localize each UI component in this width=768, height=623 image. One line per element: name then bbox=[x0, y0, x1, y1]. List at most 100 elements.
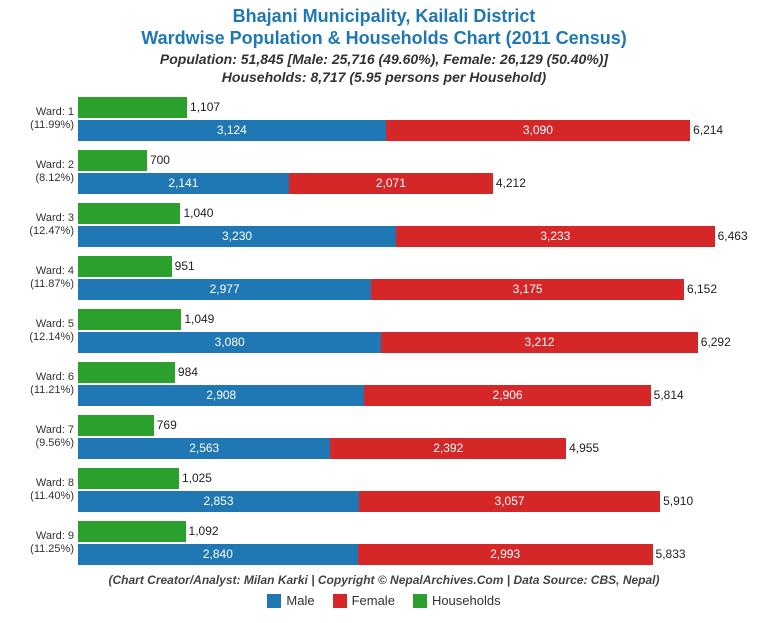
households-value: 1,025 bbox=[179, 471, 212, 485]
population-bar-line: 2,1412,0714,212 bbox=[78, 173, 752, 194]
legend-swatch-households bbox=[413, 594, 427, 608]
total-value: 6,214 bbox=[690, 123, 723, 137]
ward-pct: (11.25%) bbox=[16, 543, 74, 556]
ward-name: Ward: 2 bbox=[16, 159, 74, 172]
male-segment: 2,563 bbox=[78, 438, 330, 459]
population-stack: 3,2303,233 bbox=[78, 226, 715, 247]
chart-rows: Ward: 1(11.99%)1,1073,1243,0906,214Ward:… bbox=[10, 94, 758, 567]
subtitle-line-2: Households: 8,717 (5.95 persons per Hous… bbox=[10, 69, 758, 87]
total-value: 5,814 bbox=[651, 388, 684, 402]
bars-column: 1,092 2,8402,9935,833 bbox=[78, 518, 752, 567]
ward-pct: (11.40%) bbox=[16, 490, 74, 503]
population-bar-line: 2,8402,9935,833 bbox=[78, 544, 752, 565]
legend-item-households: Households bbox=[413, 593, 501, 608]
total-value: 5,910 bbox=[660, 494, 693, 508]
male-segment: 2,840 bbox=[78, 544, 358, 565]
title-line-2: Wardwise Population & Households Chart (… bbox=[10, 28, 758, 50]
households-value: 700 bbox=[147, 153, 170, 167]
male-segment: 2,853 bbox=[78, 491, 359, 512]
chart-title: Bhajani Municipality, Kailali District W… bbox=[10, 6, 758, 49]
ward-row: Ward: 3(12.47%) 1,040 3,2303,2336,463 bbox=[16, 200, 752, 249]
ward-row: Ward: 7(9.56%) 769 2,5632,3924,955 bbox=[16, 412, 752, 461]
bars-column: 1,107 3,1243,0906,214 bbox=[78, 94, 752, 143]
households-value: 1,092 bbox=[186, 524, 219, 538]
population-stack: 2,9082,906 bbox=[78, 385, 651, 406]
ward-name: Ward: 3 bbox=[16, 212, 74, 225]
households-value: 769 bbox=[154, 418, 177, 432]
ward-pct: (11.99%) bbox=[16, 119, 74, 132]
bars-column: 951 2,9773,1756,152 bbox=[78, 253, 752, 302]
ward-name: Ward: 8 bbox=[16, 477, 74, 490]
ward-row: Ward: 4(11.87%) 951 2,9773,1756,152 bbox=[16, 253, 752, 302]
population-stack: 2,9773,175 bbox=[78, 279, 684, 300]
households-bar bbox=[78, 256, 172, 277]
households-bar-line: 700 bbox=[78, 150, 752, 171]
households-bar-line: 1,107 bbox=[78, 97, 752, 118]
subtitle-line-1: Population: 51,845 [Male: 25,716 (49.60%… bbox=[10, 51, 758, 69]
female-segment: 3,233 bbox=[396, 226, 714, 247]
ward-label: Ward: 1(11.99%) bbox=[16, 94, 78, 143]
population-chart: Bhajani Municipality, Kailali District W… bbox=[0, 0, 768, 623]
ward-pct: (12.14%) bbox=[16, 331, 74, 344]
male-segment: 3,080 bbox=[78, 332, 381, 353]
bars-column: 1,0493,0803,2126,292 bbox=[78, 306, 752, 355]
female-segment: 2,993 bbox=[358, 544, 653, 565]
households-bar bbox=[78, 362, 175, 383]
households-bar bbox=[78, 97, 187, 118]
legend-swatch-male bbox=[267, 594, 281, 608]
households-value: 951 bbox=[172, 259, 195, 273]
total-value: 6,463 bbox=[715, 229, 748, 243]
male-segment: 3,124 bbox=[78, 120, 386, 141]
households-bar-line: 1,049 bbox=[78, 309, 752, 330]
households-bar-line: 1,025 bbox=[78, 468, 752, 489]
ward-row: Ward: 1(11.99%) 1,107 3,1243,0906,214 bbox=[16, 94, 752, 143]
households-value: 1,107 bbox=[187, 100, 220, 114]
total-value: 6,292 bbox=[698, 335, 731, 349]
ward-name: Ward: 7 bbox=[16, 424, 74, 437]
total-value: 5,833 bbox=[653, 547, 686, 561]
households-bar bbox=[78, 150, 147, 171]
households-value: 984 bbox=[175, 365, 198, 379]
households-bar bbox=[78, 468, 179, 489]
female-segment: 3,212 bbox=[381, 332, 697, 353]
ward-label: Ward: 4(11.87%) bbox=[16, 253, 78, 302]
legend: Male Female Households bbox=[10, 593, 758, 608]
ward-pct: (12.47%) bbox=[16, 225, 74, 238]
households-bar bbox=[78, 203, 180, 224]
population-stack: 2,5632,392 bbox=[78, 438, 566, 459]
legend-item-female: Female bbox=[333, 593, 395, 608]
population-stack: 2,8402,993 bbox=[78, 544, 653, 565]
total-value: 6,152 bbox=[684, 282, 717, 296]
ward-row: Ward: 9(11.25%)1,0922,8402,9935,833 bbox=[16, 518, 752, 567]
male-segment: 2,977 bbox=[78, 279, 371, 300]
population-stack: 3,0803,212 bbox=[78, 332, 698, 353]
bars-column: 1,025 2,8533,0575,910 bbox=[78, 465, 752, 514]
population-bar-line: 3,2303,2336,463 bbox=[78, 226, 752, 247]
ward-label: Ward: 8(11.40%) bbox=[16, 465, 78, 514]
households-bar bbox=[78, 415, 154, 436]
ward-label: Ward: 7(9.56%) bbox=[16, 412, 78, 461]
ward-label: Ward: 6(11.21%) bbox=[16, 359, 78, 408]
ward-row: Ward: 8(11.40%) 1,025 2,8533,0575,910 bbox=[16, 465, 752, 514]
total-value: 4,955 bbox=[566, 441, 599, 455]
households-value: 1,040 bbox=[180, 206, 213, 220]
legend-swatch-female bbox=[333, 594, 347, 608]
total-value: 4,212 bbox=[493, 176, 526, 190]
ward-row: Ward: 6(11.21%) 984 2,9082,9065,814 bbox=[16, 359, 752, 408]
ward-label: Ward: 3(12.47%) bbox=[16, 200, 78, 249]
bars-column: 1,040 3,2303,2336,463 bbox=[78, 200, 752, 249]
ward-row: Ward: 5(12.14%)1,0493,0803,2126,292 bbox=[16, 306, 752, 355]
legend-label-male: Male bbox=[286, 593, 314, 608]
population-stack: 2,8533,057 bbox=[78, 491, 660, 512]
female-segment: 3,090 bbox=[386, 120, 690, 141]
female-segment: 3,175 bbox=[371, 279, 684, 300]
ward-pct: (9.56%) bbox=[16, 437, 74, 450]
chart-subtitle: Population: 51,845 [Male: 25,716 (49.60%… bbox=[10, 51, 758, 86]
bars-column: 984 2,9082,9065,814 bbox=[78, 359, 752, 408]
male-segment: 2,908 bbox=[78, 385, 364, 406]
legend-label-female: Female bbox=[352, 593, 395, 608]
households-bar-line: 769 bbox=[78, 415, 752, 436]
male-segment: 3,230 bbox=[78, 226, 396, 247]
ward-name: Ward: 4 bbox=[16, 265, 74, 278]
population-bar-line: 2,5632,3924,955 bbox=[78, 438, 752, 459]
